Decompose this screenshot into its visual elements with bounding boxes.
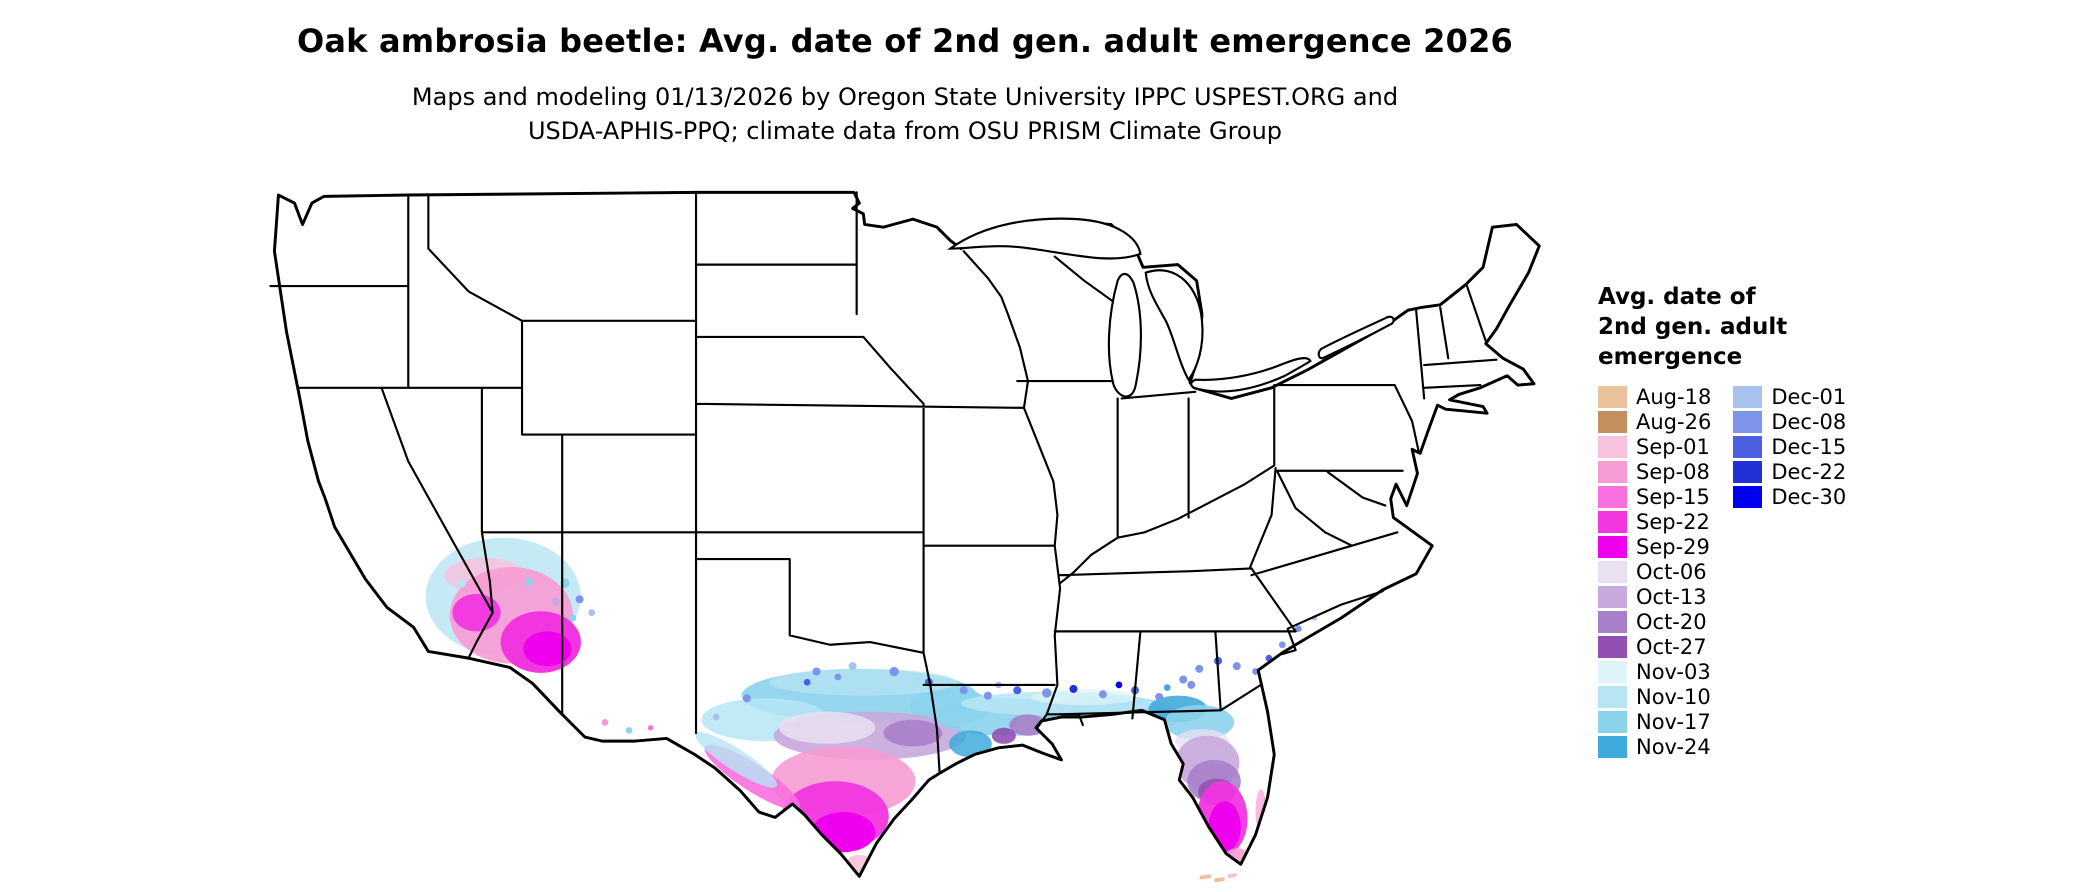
page-title: Oak ambrosia beetle: Avg. date of 2nd ge… [296,22,1514,60]
us-map [269,190,1541,883]
legend-swatch-oct-27 [1598,636,1627,658]
legend-label: Sep-22 [1636,510,1710,534]
legend-swatch-dec-01 [1733,386,1763,408]
legend-item-dec-08: Dec-08 [1733,410,1847,434]
legend-label: Nov-24 [1636,735,1711,759]
florida-keys [1199,873,1237,883]
legend: Avg. date of 2nd gen. adult emergence Au… [1598,282,1918,761]
legend-swatch-sep-29 [1598,536,1627,558]
legend-label: Dec-01 [1771,385,1847,409]
legend-item-sep-15: Sep-15 [1598,485,1711,509]
legend-item-dec-30: Dec-30 [1733,485,1847,509]
legend-swatch-sep-15 [1598,486,1627,508]
legend-label: Aug-18 [1636,385,1712,409]
legend-item-oct-13: Oct-13 [1598,585,1711,609]
legend-label: Aug-26 [1636,410,1712,434]
legend-item-dec-22: Dec-22 [1733,460,1847,484]
subtitle: Maps and modeling 01/13/2026 by Oregon S… [150,80,1660,148]
legend-swatch-dec-15 [1733,436,1763,458]
legend-entries: Aug-18 Aug-26 Sep-01 Sep-08 Sep-15 Sep-22 Sep-… [1598,385,1918,761]
legend-item-oct-27: Oct-27 [1598,635,1711,659]
legend-swatch-oct-13 [1598,586,1627,608]
legend-label: Oct-20 [1636,610,1707,634]
legend-item-nov-24: Nov-24 [1598,735,1711,759]
legend-item-nov-03: Nov-03 [1598,660,1711,684]
legend-item-dec-15: Dec-15 [1733,435,1847,459]
legend-column-2: Dec-01 Dec-08 Dec-15 Dec-22 Dec-30 [1733,385,1847,511]
us-map-container [254,187,1553,883]
legend-swatch-dec-22 [1733,461,1763,483]
legend-title-line-1: Avg. date of [1598,284,1756,310]
legend-label: Nov-03 [1636,660,1711,684]
lake-huron [1144,269,1204,382]
legend-item-oct-06: Oct-06 [1598,560,1711,584]
legend-item-nov-17: Nov-17 [1598,710,1711,734]
legend-swatch-aug-18 [1598,386,1627,408]
subtitle-line-2: USDA-APHIS-PPQ; climate data from OSU PR… [527,117,1283,145]
legend-item-sep-08: Sep-08 [1598,460,1711,484]
legend-swatch-sep-01 [1598,436,1627,458]
legend-item-dec-01: Dec-01 [1733,385,1847,409]
legend-label: Dec-08 [1771,410,1847,434]
legend-label: Oct-06 [1636,560,1707,584]
legend-swatch-nov-17 [1598,711,1627,733]
legend-item-aug-26: Aug-26 [1598,410,1712,434]
legend-column-1: Aug-18 Aug-26 Sep-01 Sep-08 Sep-15 Sep-22 Sep-… [1598,385,1712,761]
legend-label: Nov-17 [1636,710,1711,734]
legend-swatch-nov-24 [1598,736,1627,758]
legend-swatch-aug-26 [1598,411,1627,433]
lake-erie [1190,357,1312,393]
legend-label: Sep-08 [1636,460,1710,484]
legend-label: Oct-13 [1636,585,1707,609]
legend-label: Sep-01 [1636,435,1710,459]
subtitle-line-1: Maps and modeling 01/13/2026 by Oregon S… [411,83,1399,111]
legend-item-sep-29: Sep-29 [1598,535,1711,559]
legend-swatch-sep-08 [1598,461,1627,483]
legend-swatch-oct-06 [1598,561,1627,583]
legend-label: Dec-15 [1771,435,1847,459]
great-lakes [947,217,1395,398]
legend-swatch-dec-08 [1733,411,1763,433]
legend-label: Sep-29 [1636,535,1710,559]
legend-swatch-dec-30 [1733,486,1763,508]
legend-swatch-oct-20 [1598,611,1627,633]
legend-label: Nov-10 [1636,685,1711,709]
legend-title-line-3: emergence [1598,344,1743,370]
legend-title-line-2: 2nd gen. adult [1598,314,1788,340]
legend-item-sep-01: Sep-01 [1598,435,1711,459]
lake-superior [947,217,1142,260]
lake-michigan [1107,272,1142,398]
legend-label: Sep-15 [1636,485,1710,509]
legend-swatch-nov-10 [1598,686,1627,708]
legend-swatch-nov-03 [1598,661,1627,683]
legend-item-aug-18: Aug-18 [1598,385,1712,409]
legend-item-nov-10: Nov-10 [1598,685,1711,709]
legend-item-sep-22: Sep-22 [1598,510,1711,534]
legend-label: Oct-27 [1636,635,1707,659]
legend-label: Dec-30 [1771,485,1847,509]
legend-title: Avg. date of 2nd gen. adult emergence [1598,282,1918,372]
legend-label: Dec-22 [1771,460,1847,484]
state-borders [269,191,1498,775]
legend-item-oct-20: Oct-20 [1598,610,1711,634]
lake-ontario [1317,315,1395,360]
legend-swatch-sep-22 [1598,511,1627,533]
